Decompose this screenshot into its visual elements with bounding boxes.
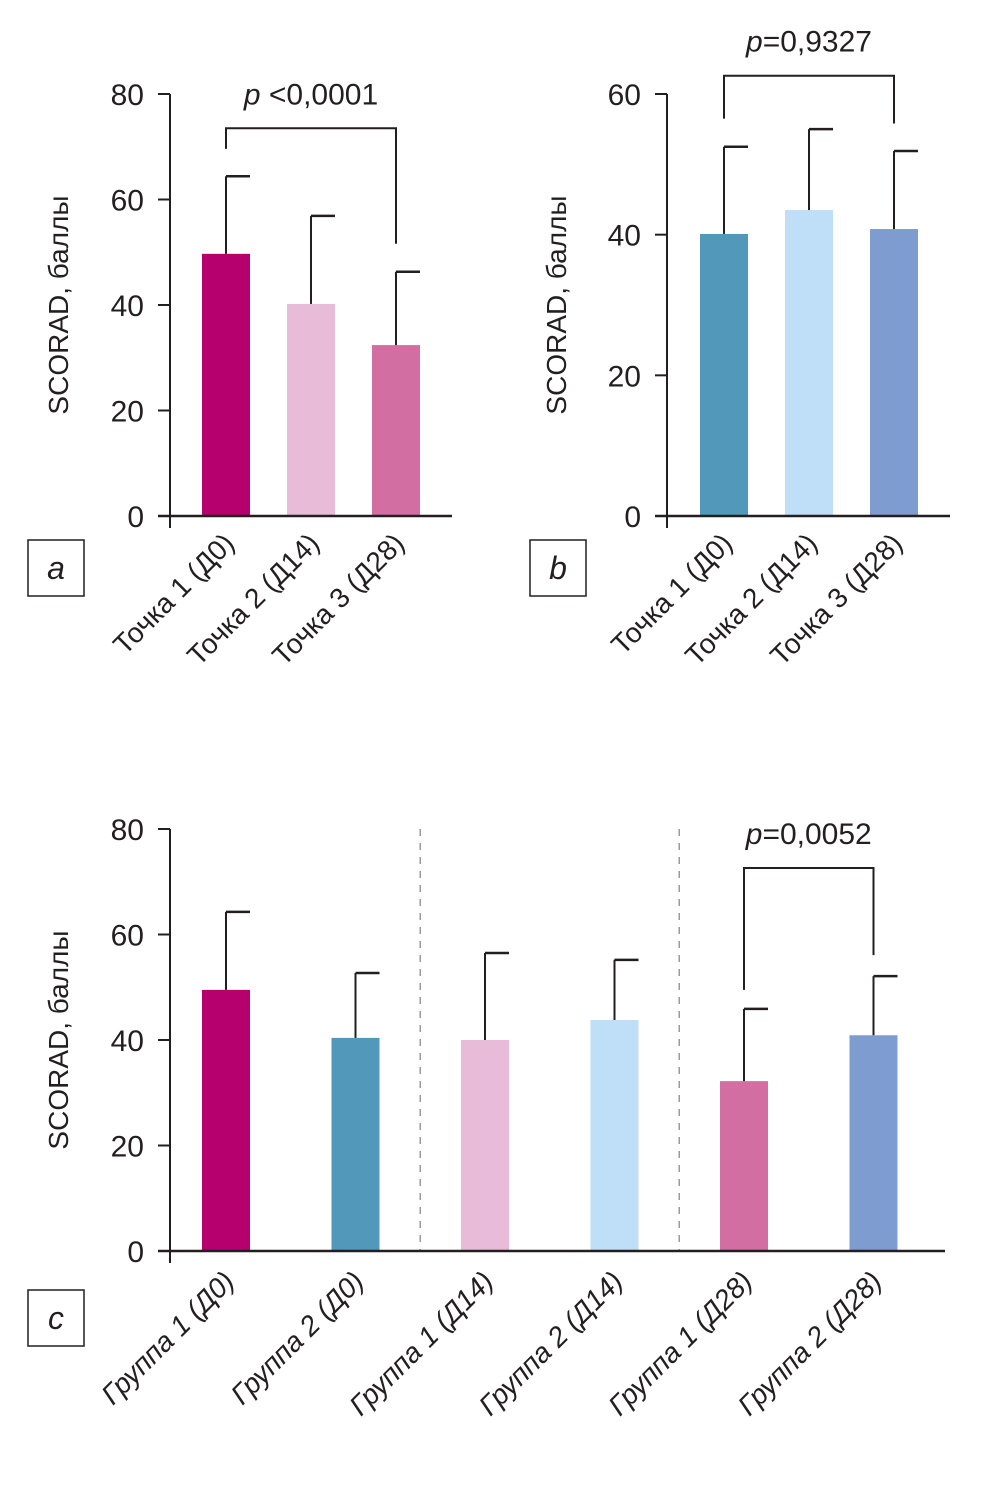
y-tick-label: 20 bbox=[111, 396, 144, 429]
p-value: =0,0052 bbox=[762, 818, 871, 851]
y-tick-label: 60 bbox=[111, 920, 144, 953]
panel-letter: c bbox=[48, 1300, 64, 1336]
bar-4 bbox=[590, 1019, 639, 1251]
y-tick-label: 40 bbox=[111, 290, 144, 323]
bar-5 bbox=[720, 1081, 768, 1251]
bar-3 bbox=[870, 229, 918, 517]
significance-bracket bbox=[723, 74, 895, 124]
panel-letter: a bbox=[47, 550, 65, 586]
bar-3 bbox=[372, 345, 420, 516]
y-axis-title: SCORAD, баллы bbox=[43, 930, 74, 1149]
bar-2 bbox=[785, 210, 833, 517]
bar-1 bbox=[700, 233, 748, 517]
significance-bracket bbox=[743, 867, 875, 990]
bar-2 bbox=[287, 303, 335, 516]
p-value: =0,9327 bbox=[763, 26, 872, 59]
bar-3 bbox=[461, 1040, 509, 1251]
y-tick-label: 80 bbox=[111, 79, 144, 112]
p-value: <0,0001 bbox=[261, 78, 379, 111]
panel-letter: b bbox=[549, 550, 567, 586]
y-tick-label: 20 bbox=[111, 1131, 144, 1164]
p-value-label: p=0,9327 bbox=[745, 26, 872, 59]
bar-2 bbox=[331, 1037, 380, 1251]
y-tick-label: 60 bbox=[608, 79, 641, 112]
bar-6 bbox=[849, 1035, 898, 1251]
panel-letter-box bbox=[27, 539, 85, 597]
p-symbol: p bbox=[243, 78, 261, 111]
p-value-label: p <0,0001 bbox=[243, 78, 378, 111]
y-tick-label: 60 bbox=[111, 185, 144, 218]
panel-c: 0 20 40 60 80 SCORAD, баллы Группа 1 (Д0)Групп… bbox=[27, 814, 945, 1421]
y-tick-label: 20 bbox=[608, 360, 641, 393]
significance-bracket bbox=[225, 127, 397, 244]
y-tick-label: 40 bbox=[608, 220, 641, 253]
y-tick-label: 0 bbox=[127, 1236, 144, 1269]
p-symbol: p bbox=[745, 26, 763, 59]
panel-letter-box bbox=[27, 1289, 85, 1347]
y-tick-label: 40 bbox=[111, 1025, 144, 1058]
panel-letter-box bbox=[529, 539, 587, 597]
y-axis-title: SCORAD, баллы bbox=[43, 195, 74, 414]
y-tick-label: 0 bbox=[624, 501, 641, 534]
p-value-label: p=0,0052 bbox=[745, 818, 872, 851]
y-tick-label: 0 bbox=[127, 501, 144, 534]
y-tick-label: 80 bbox=[111, 814, 144, 847]
p-symbol: p bbox=[745, 818, 763, 851]
y-axis-title: SCORAD, баллы bbox=[541, 195, 572, 414]
x-tick-label: Группа 2 (Д0) bbox=[225, 1265, 370, 1410]
bar-1 bbox=[202, 989, 250, 1251]
bar-1 bbox=[202, 253, 250, 516]
x-tick-label: Группа 1 (Д0) bbox=[95, 1265, 240, 1410]
